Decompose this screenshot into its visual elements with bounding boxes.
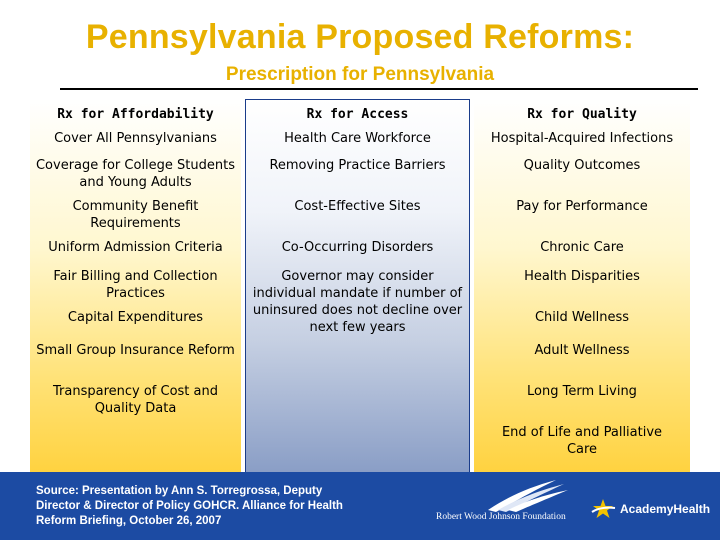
access-item: Co-Occurring Disorders (281, 240, 434, 255)
quality-item: Chronic Care (540, 240, 624, 255)
affordability-item: Community Benefit Requirements (72, 199, 199, 231)
access-item: Governor may consider individual mandate… (252, 269, 463, 335)
quality-item: Child Wellness (534, 310, 630, 325)
header-access: Rx for Access (306, 107, 409, 122)
affordability-item: Capital Expenditures (67, 310, 204, 325)
slide-subtitle: Prescription for Pennsylvania (225, 64, 495, 85)
quality-item: Pay for Performance (516, 199, 648, 214)
affordability-item: Fair Billing and Collection Practices (53, 269, 218, 301)
title-divider (60, 88, 698, 90)
column-quality (474, 99, 690, 473)
rwjf-logo: Robert Wood Johnson Foundation (426, 478, 576, 528)
access-item: Cost-Effective Sites (294, 199, 421, 214)
quality-item: Quality Outcomes (523, 158, 641, 173)
quality-item: Health Disparities (524, 269, 640, 284)
quality-item: End of Life and Palliative Care (501, 425, 663, 457)
column-affordability (30, 99, 241, 473)
quality-item: Hospital-Acquired Infections (490, 131, 674, 146)
rwjf-swoosh-icon (488, 480, 568, 512)
affordability-item: Uniform Admission Criteria (48, 240, 223, 255)
academyhealth-logo-text: AcademyHealth (620, 502, 711, 516)
affordability-item: Transparency of Cost and Quality Data (53, 384, 218, 416)
academyhealth-star-icon (591, 499, 616, 518)
header-affordability: Rx for Affordability (57, 107, 214, 122)
source-citation: Source: Presentation by Ann S. Torregros… (36, 485, 343, 527)
slide-title: Pennsylvania Proposed Reforms: (85, 18, 635, 56)
affordability-item: Cover All Pennsylvanians (54, 131, 217, 146)
access-item: Health Care Workforce (284, 131, 431, 146)
column-access (245, 99, 470, 473)
access-item: Removing Practice Barriers (269, 158, 446, 173)
quality-item: Long Term Living (527, 384, 637, 399)
affordability-item: Coverage for College Students and Young … (35, 158, 235, 190)
header-quality: Rx for Quality (527, 107, 637, 122)
rwjf-logo-text: Robert Wood Johnson Foundation (436, 512, 566, 522)
academyhealth-logo: AcademyHealth (590, 498, 710, 522)
affordability-item: Small Group Insurance Reform (36, 343, 235, 358)
quality-item: Adult Wellness (534, 343, 630, 358)
